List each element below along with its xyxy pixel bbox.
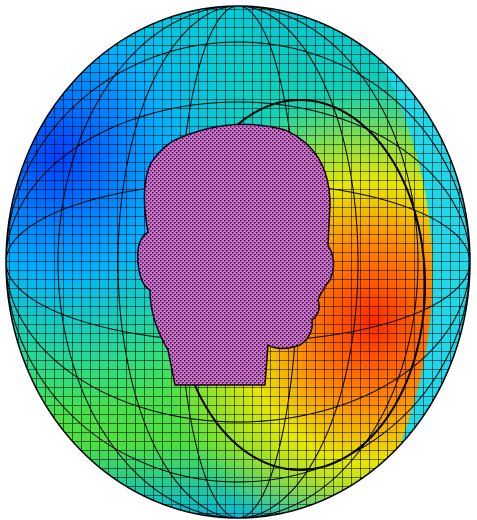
mesh-render: [0, 0, 477, 520]
page: Head in mesh sphere {} html, body { marg…: [0, 0, 477, 520]
body: [0, 0, 477, 520]
